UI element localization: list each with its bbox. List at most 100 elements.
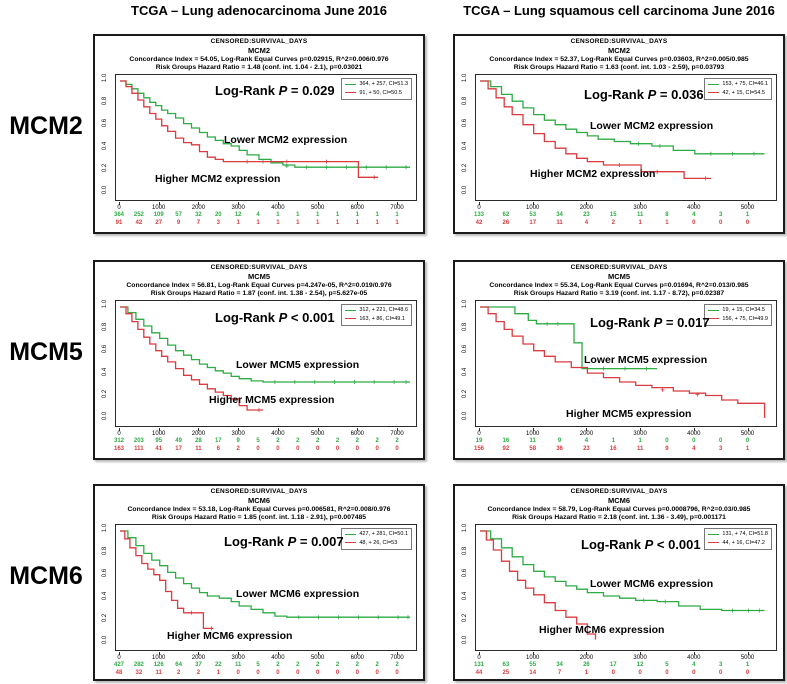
- y-tick-label: 1.0: [102, 74, 108, 83]
- at-risk-count: 28: [195, 438, 202, 445]
- at-risk-count: 7: [557, 670, 562, 677]
- at-risk-count: 0: [375, 670, 379, 677]
- at-risk-count: 1: [335, 220, 340, 227]
- panel-concordance-line: Concordance Index = 53.18, Log-Rank Equa…: [127, 505, 391, 513]
- at-risk-count: 3: [718, 212, 723, 219]
- at-risk-count: 2: [355, 438, 360, 445]
- at-risk-count: 0: [611, 670, 615, 677]
- x-tick-label: 4000: [687, 431, 701, 438]
- legend: 153, + 75, CI=46.1 42, + 15, CI=54.5: [704, 78, 772, 101]
- lower-expression-label: Lower MCM6 expression: [590, 577, 714, 590]
- y-tick-label: 0.6: [462, 345, 468, 354]
- at-risk-count: 91: [115, 220, 123, 227]
- at-risk-count: 0: [256, 446, 260, 453]
- at-risk-row-red: 163 111 41 17 11 6 2 0 0 0 0 0 0 0 0: [114, 446, 415, 454]
- at-risk-count: 2: [375, 438, 379, 445]
- legend-row: 48, + 26, CI=53: [345, 539, 408, 548]
- x-tick-mark: [317, 202, 319, 206]
- logrank-annotation: Log-Rank P = 0.029: [215, 83, 335, 98]
- x-tick-label: 2000: [579, 655, 594, 662]
- at-risk-count: 20: [214, 212, 222, 219]
- at-risk-row-green: 131 63 55 34 26 17 12 5 4 3 1: [474, 662, 775, 670]
- at-risk-count: 1: [276, 212, 280, 219]
- legend-label-red: 163, + 86, CI=49.1: [359, 316, 405, 323]
- at-risk-count: 1: [315, 220, 320, 227]
- at-risk-row-green: 19 16 11 9 4 1 1 0 0 0 0: [475, 438, 775, 446]
- legend-label-green: 427, + 281, CI=50.1: [359, 531, 408, 538]
- at-risk-count: 2: [315, 438, 320, 445]
- at-risk-count: 0: [718, 438, 723, 445]
- legend-row: 364, + 257, CI=51.3: [345, 80, 408, 89]
- x-tick-mark: [747, 428, 749, 432]
- x-tick-mark: [640, 202, 642, 206]
- at-risk-count: 1: [315, 212, 320, 219]
- legend-row: 19, + 15, CI=34.5: [708, 306, 768, 315]
- panel-gene: MCM2: [247, 46, 271, 56]
- x-axis: 0 1000 2000 3000 4000 5000: [475, 652, 775, 662]
- at-risk-count: 5: [665, 662, 669, 669]
- plot-area: 427, + 281, CI=50.1 48, + 26, CI=53 Log-…: [115, 524, 417, 652]
- at-risk-count: 1: [745, 662, 750, 669]
- logrank-prefix: Log-Rank: [215, 82, 275, 98]
- panel-gene: MCM6: [247, 496, 271, 506]
- at-risk-count: 1: [665, 220, 669, 227]
- x-tick-label: 2000: [579, 205, 594, 212]
- y-tick-label: 1.0: [462, 300, 468, 309]
- at-risk-count: 4: [692, 446, 696, 453]
- at-risk-count: 1: [216, 670, 220, 677]
- at-risk-count: 427: [113, 662, 125, 669]
- legend: 427, + 281, CI=50.1 48, + 26, CI=53: [341, 528, 412, 551]
- at-risk-count: 0: [638, 670, 642, 677]
- at-risk-count: 11: [195, 446, 202, 453]
- survival-curves: [120, 306, 410, 413]
- at-risk-row-red: 42 26 17 11 4 2 1 1 0 0 0: [475, 220, 775, 228]
- x-tick-label: 2000: [579, 431, 594, 438]
- km-panel-mcm5-adeno: CENSORED:SURVIVAL_DAYS MCM5 Concordance …: [93, 260, 425, 460]
- x-tick-mark: [119, 652, 120, 656]
- x-tick-mark: [397, 652, 399, 656]
- x-tick-label: 4000: [687, 205, 701, 212]
- at-risk-count: 0: [296, 446, 300, 453]
- plot-row: 1.0 0.8 0.6 0.4 0.2 0.0 312, + 221, CI=48.6 1…: [102, 300, 417, 428]
- y-tick-label: 1.0: [462, 524, 468, 533]
- at-risk-count: 11: [636, 446, 644, 453]
- at-risk-count: 0: [395, 670, 399, 677]
- x-tick-label: 6000: [350, 431, 365, 438]
- panel-gene: MCM6: [607, 496, 631, 506]
- logrank-value: < 0.001: [656, 536, 701, 552]
- panel-gene: MCM5: [247, 272, 271, 282]
- at-risk-count: 0: [276, 446, 280, 453]
- legend: 364, + 257, CI=51.3 91, + 50, CI=50.5: [341, 78, 412, 101]
- at-risk-count: 0: [335, 670, 340, 677]
- at-risk-count: 95: [155, 438, 163, 445]
- y-tick-label: 0.2: [462, 163, 468, 173]
- at-risk-count: 3: [718, 446, 723, 453]
- at-risk-count: 0: [692, 438, 696, 445]
- logrank-value: = 0.017: [665, 315, 710, 331]
- y-tick-label: 0.8: [102, 546, 108, 556]
- x-tick-label: 3000: [231, 655, 245, 662]
- at-risk-count: 2: [196, 670, 201, 677]
- panel-hazard-line: Risk Groups Hazard Ratio = 2.18 (conf. i…: [512, 513, 726, 521]
- at-risk-count: 9: [665, 446, 669, 453]
- x-tick-mark: [277, 202, 279, 206]
- x-tick-label: 3000: [633, 205, 647, 212]
- at-risk-count: 41: [155, 446, 163, 453]
- y-tick-label: 0.2: [102, 613, 108, 623]
- km-panel-mcm5-squamous: CENSORED:SURVIVAL_DAYS MCM5 Concordance …: [453, 260, 785, 460]
- x-tick-label: 1000: [526, 205, 540, 212]
- at-risk-count: 282: [133, 662, 144, 669]
- logrank-prefix: Log-Rank: [584, 86, 644, 102]
- x-tick-mark: [357, 428, 359, 432]
- at-risk-count: 5: [256, 662, 260, 669]
- at-risk-count: 27: [155, 220, 163, 227]
- x-tick-label: 5000: [740, 655, 755, 662]
- legend-label-red: 156, + 75, CI=49.9: [722, 316, 768, 323]
- y-tick-label: 0.2: [102, 389, 108, 399]
- y-tick-label: 0.6: [102, 345, 108, 354]
- at-risk-count: 92: [502, 446, 510, 453]
- at-risk-count: 55: [529, 662, 537, 669]
- y-tick-label: 0.4: [102, 591, 108, 600]
- at-risk-count: 2: [611, 220, 615, 227]
- x-tick-label: 0: [117, 655, 121, 662]
